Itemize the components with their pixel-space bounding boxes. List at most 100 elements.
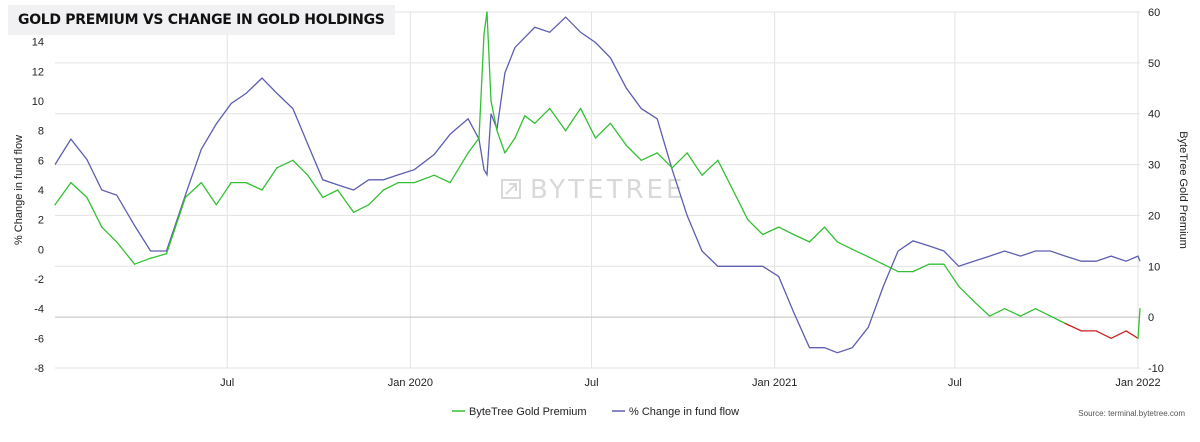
premium-line-segment — [86, 196, 103, 228]
premium-line-segment — [1137, 308, 1141, 339]
premium-line-segment — [717, 159, 734, 191]
watermark: BYTETREE — [501, 175, 685, 205]
left-tick-label: 10 — [32, 96, 44, 108]
right-tick-label: 50 — [1148, 58, 1160, 70]
premium-line-segment — [1003, 308, 1022, 317]
right-axis-title: ByteTree Gold Premium — [1177, 131, 1189, 249]
premium-line-segment — [594, 122, 612, 139]
premium-line-segment — [625, 144, 642, 161]
left-tick-label: 8 — [38, 126, 44, 138]
premium-line-segment — [307, 174, 324, 199]
premium-line-segment — [165, 196, 187, 255]
premium-line-segment — [747, 219, 764, 236]
premium-line-segment — [534, 107, 551, 124]
premium-line-segment — [514, 115, 526, 139]
left-tick-label: 0 — [38, 244, 44, 256]
x-tick-label: Jul — [584, 377, 598, 389]
chart-title: GOLD PREMIUM VS CHANGE IN GOLD HOLDINGS — [18, 12, 385, 28]
premium-line-segment — [701, 159, 719, 176]
x-tick-label: Jul — [948, 377, 962, 389]
premium-line-segment — [1095, 330, 1112, 339]
premium-line-segment — [851, 248, 869, 258]
left-tick-label: -8 — [34, 363, 44, 375]
left-tick-label: -2 — [34, 274, 44, 286]
premium-line-segment — [762, 226, 780, 236]
premium-line-segment — [490, 100, 498, 132]
premium-line-segment — [467, 137, 480, 154]
left-axis-title: % Change in fund flow — [13, 135, 25, 245]
premium-line-segment — [671, 152, 688, 169]
left-tick-label: 14 — [32, 37, 44, 49]
series-lines — [54, 11, 1141, 354]
premium-line-segment — [958, 285, 975, 302]
premium-line-segment — [215, 181, 232, 206]
premium-line-segment — [101, 226, 118, 243]
premium-line-segment — [732, 189, 749, 221]
premium-line-segment — [836, 241, 853, 250]
right-tick-label: 20 — [1148, 210, 1160, 222]
premium-line-segment — [413, 174, 435, 184]
premium-line-segment — [486, 11, 492, 102]
legend-label-premium: ByteTree Gold Premium — [469, 406, 587, 418]
premium-line-segment — [352, 204, 370, 213]
right-tick-label: 30 — [1148, 160, 1160, 172]
premium-line-segment — [579, 107, 597, 139]
premium-line-segment — [261, 167, 278, 191]
premium-line-segment — [504, 137, 516, 154]
premium-line-segment — [54, 181, 72, 206]
premium-line-segment — [149, 253, 168, 259]
premium-line-segment — [656, 152, 673, 169]
premium-line-segment — [823, 226, 839, 243]
right-tick-label: 0 — [1148, 312, 1154, 324]
premium-line-segment — [867, 256, 884, 265]
left-tick-label: 6 — [38, 155, 44, 167]
premium-line-segment — [943, 263, 960, 288]
premium-line-segment — [564, 107, 582, 132]
premium-line-segment — [449, 152, 469, 184]
premium-line-segment — [200, 181, 217, 206]
premium-line-segment — [686, 152, 703, 176]
premium-line-segment — [116, 241, 136, 265]
premium-line-segment — [322, 189, 339, 199]
left-tick-label: 2 — [38, 215, 44, 227]
premium-line-segment — [549, 107, 567, 132]
left-tick-label: 4 — [38, 185, 44, 197]
right-tick-label: 10 — [1148, 261, 1160, 273]
premium-line-segment — [609, 122, 628, 147]
premium-line-segment — [70, 181, 88, 199]
premium-line-segment — [524, 115, 536, 124]
premium-line-segment — [496, 130, 506, 154]
premium-line-segment — [1034, 308, 1052, 317]
premium-line-segment — [640, 152, 658, 161]
premium-line-segment — [989, 308, 1006, 317]
premium-line-segment — [973, 300, 991, 317]
x-tick-label: Jan 2022 — [1115, 377, 1160, 389]
legend-label-fund-flow: % Change in fund flow — [629, 406, 739, 418]
premium-line-segment — [1110, 330, 1127, 339]
watermark-text: BYTETREE — [530, 175, 685, 205]
right-tick-label: 60 — [1148, 7, 1160, 19]
premium-line-segment — [276, 159, 294, 169]
axes: Jul Jan 2020 Jul Jan 2021 Jul Jan 2022 14 12 10 8… — [32, 7, 1164, 389]
premium-line-segment — [1019, 308, 1037, 317]
gridlines — [55, 11, 1140, 369]
right-tick-label: 40 — [1148, 109, 1160, 121]
chart-title-box: GOLD PREMIUM VS CHANGE IN GOLD HOLDINGS — [8, 5, 395, 35]
premium-line-segment — [778, 226, 795, 236]
premium-line-segment — [1049, 315, 1066, 325]
right-tick-label: -10 — [1148, 363, 1164, 375]
left-tick-label: 12 — [32, 66, 44, 78]
premium-line-segment — [245, 181, 263, 191]
premium-line-segment — [1125, 330, 1139, 339]
premium-line-segment — [337, 189, 355, 213]
premium-line-segment — [292, 159, 309, 176]
left-tick-label: -6 — [34, 333, 44, 345]
premium-line-segment — [478, 33, 485, 139]
premium-line-segment — [483, 11, 488, 35]
premium-line-segment — [133, 257, 152, 265]
x-tick-label: Jan 2020 — [388, 377, 433, 389]
premium-line-segment — [882, 263, 899, 273]
premium-line-segment — [1064, 322, 1082, 332]
premium-line-segment — [382, 181, 400, 191]
